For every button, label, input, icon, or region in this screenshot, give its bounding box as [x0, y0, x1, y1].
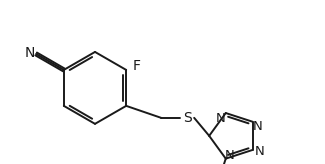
Text: N: N: [216, 112, 226, 124]
Text: N: N: [255, 145, 265, 158]
Text: F: F: [132, 59, 140, 73]
Text: N: N: [225, 149, 235, 162]
Text: N: N: [25, 46, 35, 60]
Text: N: N: [253, 120, 263, 133]
Text: S: S: [183, 111, 191, 125]
